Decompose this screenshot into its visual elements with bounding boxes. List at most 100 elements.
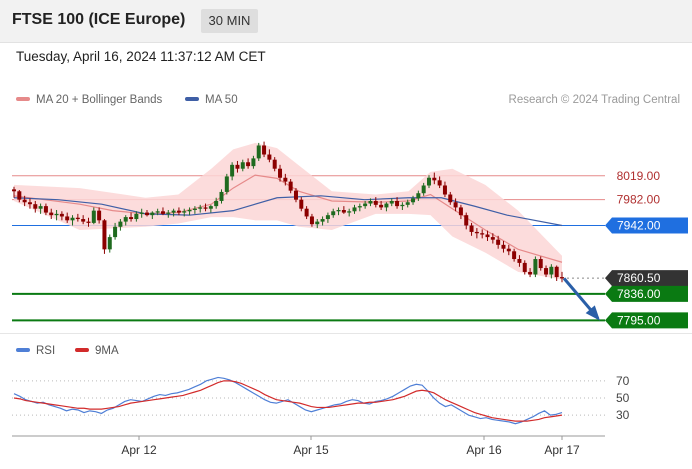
candle-body-53: [293, 190, 298, 200]
candle-body-88: [480, 233, 485, 235]
candle-body-96: [522, 262, 527, 272]
level-label-1: 7982.00: [617, 193, 661, 207]
candle-body-20: [118, 221, 123, 227]
candle-body-76: [416, 193, 421, 199]
candle-body-84: [458, 207, 463, 216]
level-label-5: 7795.00: [617, 313, 661, 327]
candle-body-90: [490, 237, 495, 240]
x-tick-label-1: Apr 15: [293, 443, 329, 457]
candle-body-31: [176, 210, 181, 213]
candle-body-58: [320, 219, 325, 222]
candle-body-50: [278, 168, 283, 178]
x-tick-label-0: Apr 12: [121, 443, 157, 457]
candle-body-7: [49, 212, 54, 216]
level-tag-2: [605, 217, 688, 234]
level-tag-4: [605, 285, 688, 302]
candle-body-81: [442, 185, 447, 195]
candle-body-77: [421, 185, 426, 194]
candle-body-46: [256, 145, 261, 159]
candle-body-34: [192, 208, 197, 210]
candle-body-89: [485, 234, 490, 238]
candle-body-25: [145, 212, 150, 216]
candle-body-27: [155, 211, 160, 213]
level-tag-3: [605, 270, 688, 287]
candle-body-44: [246, 162, 251, 167]
candle-body-38: [214, 200, 219, 207]
legend-ma50: MA 50: [185, 94, 238, 106]
candle-body-19: [113, 226, 118, 238]
candle-body-8: [54, 213, 59, 216]
candle-body-52: [288, 181, 293, 191]
timeframe-badge[interactable]: 30 MIN: [201, 9, 258, 33]
candle-body-93: [506, 248, 511, 252]
candle-body-72: [395, 200, 400, 207]
candle-body-35: [198, 207, 203, 209]
candle-body-24: [139, 212, 144, 214]
candle-body-18: [107, 237, 112, 250]
rsi-swatch: [16, 347, 30, 352]
candle-body-54: [299, 199, 304, 209]
candle-body-33: [187, 210, 192, 212]
level-label-4: 7836.00: [617, 287, 661, 301]
candle-body-11: [70, 217, 75, 221]
9ma-swatch: [75, 347, 89, 352]
candle-body-2: [22, 199, 27, 203]
candle-body-78: [426, 177, 431, 186]
candle-body-101: [549, 266, 554, 275]
rsi-line: [13, 376, 563, 425]
legend-rsi: RSI: [16, 345, 55, 357]
candle-body-36: [203, 207, 208, 209]
panel-separator: [0, 333, 692, 334]
candle-body-49: [272, 159, 277, 169]
candle-body-23: [134, 213, 139, 220]
candle-body-12: [75, 217, 80, 220]
candle-body-47: [262, 145, 267, 155]
candle-body-102: [554, 266, 559, 278]
candle-body-85: [464, 215, 469, 226]
candle-body-22: [129, 217, 134, 220]
candle-body-74: [405, 202, 410, 205]
candle-body-62: [341, 210, 346, 213]
candle-body-73: [400, 204, 405, 207]
candle-body-65: [357, 206, 362, 208]
candle-body-98: [533, 259, 538, 275]
legend-ma20-label: MA 20 + Bollinger Bands: [36, 94, 163, 106]
level-label-0: 8019.00: [617, 169, 661, 183]
candle-body-95: [517, 259, 522, 263]
candle-body-70: [384, 203, 389, 208]
bollinger-band: [14, 142, 562, 280]
research-credit: Research © 2024 Trading Central: [508, 94, 680, 106]
candle-body-80: [437, 180, 442, 186]
candle-body-21: [123, 217, 128, 222]
candle-body-41: [230, 164, 235, 177]
x-tick-label-2: Apr 16: [466, 443, 502, 457]
candle-body-3: [27, 202, 32, 205]
candle-body-6: [43, 206, 48, 213]
candle-body-99: [538, 259, 543, 269]
instrument-title: FTSE 100 (ICE Europe): [12, 11, 186, 28]
candle-body-61: [336, 210, 341, 212]
candle-body-39: [219, 191, 224, 201]
candle-body-57: [315, 221, 320, 225]
candle-body-64: [352, 207, 357, 212]
ma50-line: [13, 195, 563, 227]
candle-body-5: [38, 206, 43, 209]
candle-body-63: [347, 211, 352, 213]
candle-body-71: [389, 200, 394, 204]
candle-body-94: [512, 251, 517, 260]
level-label-2: 7942.00: [617, 218, 661, 232]
candle-body-45: [251, 158, 256, 167]
candle-body-42: [235, 164, 240, 169]
legend-ma20: MA 20 + Bollinger Bands: [16, 94, 162, 106]
candle-body-40: [224, 176, 229, 192]
legend-9ma-label: 9MA: [95, 345, 119, 357]
x-tick-label-3: Apr 17: [544, 443, 580, 457]
candle-body-9: [59, 213, 64, 217]
candle-body-37: [208, 206, 213, 209]
forecast-arrow-head: [585, 305, 600, 321]
candle-body-29: [166, 212, 171, 214]
candle-body-10: [65, 216, 70, 221]
candle-body-67: [368, 200, 373, 204]
candle-body-15: [91, 210, 96, 223]
